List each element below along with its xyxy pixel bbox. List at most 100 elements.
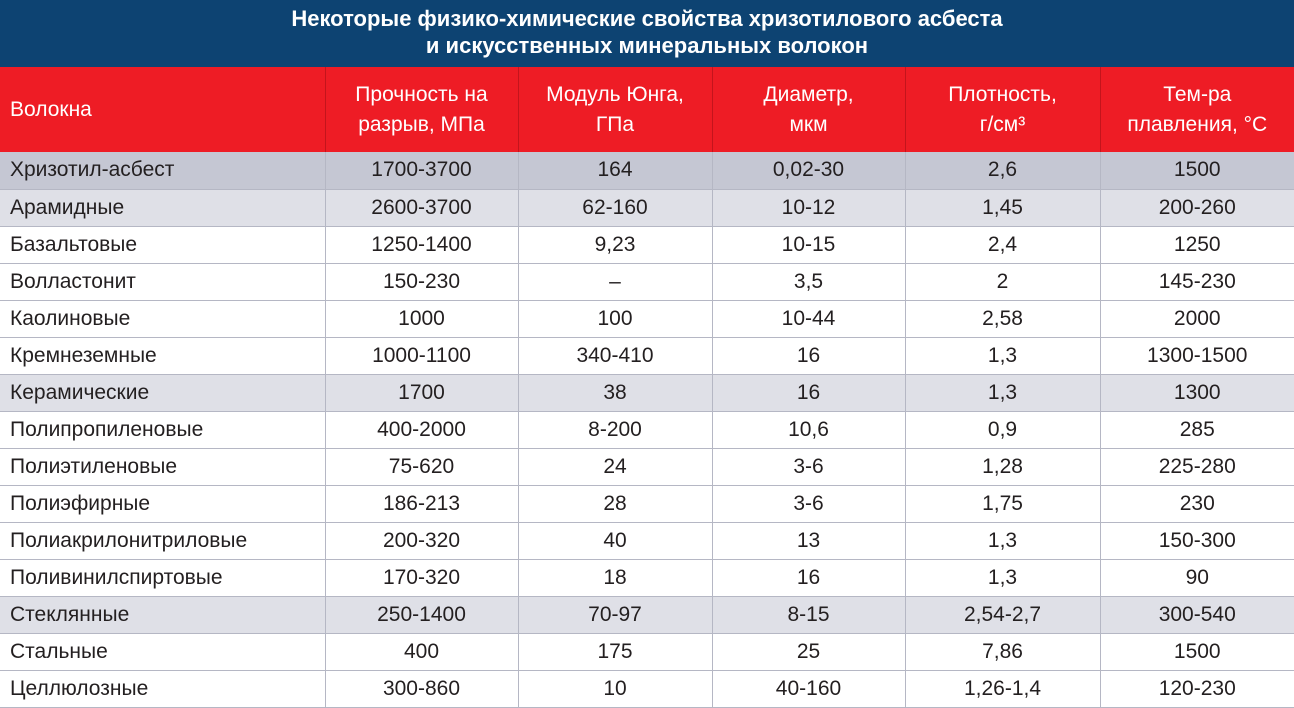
cell-strength: 250-1400 [324, 596, 518, 634]
cell-diameter: 3-6 [711, 448, 905, 486]
cell-fiber: Стальные [0, 633, 325, 671]
cell-strength: 1700 [324, 374, 518, 412]
cell-density: 1,3 [904, 337, 1100, 375]
cell-melting-temp: 1300 [1099, 374, 1294, 412]
cell-strength: 186-213 [324, 485, 518, 523]
cell-youngs-modulus: 38 [517, 374, 712, 412]
table-row: Арамидные 2600-3700 62-160 10-12 1,45 200-260 [0, 189, 1294, 227]
cell-melting-temp: 230 [1099, 485, 1294, 523]
cell-melting-temp: 1250 [1099, 226, 1294, 264]
cell-fiber: Арамидные [0, 189, 325, 227]
cell-diameter: 40-160 [711, 670, 905, 708]
cell-youngs-modulus: 100 [517, 300, 712, 338]
table-row: Кремнеземные 1000-1100 340-410 16 1,3 1300-15… [0, 337, 1294, 375]
cell-melting-temp: 285 [1099, 411, 1294, 449]
cell-diameter: 16 [711, 337, 905, 375]
cell-youngs-modulus: – [517, 263, 712, 301]
cell-youngs-modulus: 8-200 [517, 411, 712, 449]
cell-density: 1,28 [904, 448, 1100, 486]
table-row: Полиэтиленовые 75-620 24 3-6 1,28 225-280 [0, 448, 1294, 486]
cell-strength: 75-620 [324, 448, 518, 486]
table-row: Целлюлозные 300-860 10 40-160 1,26-1,4 120-23… [0, 670, 1294, 708]
cell-diameter: 10-12 [711, 189, 905, 227]
cell-diameter: 3,5 [711, 263, 905, 301]
header-youngs-modulus: Модуль Юнга, ГПа [517, 67, 712, 152]
cell-diameter: 25 [711, 633, 905, 671]
cell-density: 1,3 [904, 559, 1100, 597]
cell-density: 1,3 [904, 522, 1100, 560]
cell-melting-temp: 200-260 [1099, 189, 1294, 227]
cell-fiber: Полиэфирные [0, 485, 325, 523]
cell-youngs-modulus: 62-160 [517, 189, 712, 227]
cell-density: 1,75 [904, 485, 1100, 523]
cell-diameter: 10,6 [711, 411, 905, 449]
cell-density: 2,6 [904, 152, 1100, 190]
cell-fiber: Полипропиленовые [0, 411, 325, 449]
cell-melting-temp: 120-230 [1099, 670, 1294, 708]
title-line-2: и искусственных минеральных волокон [425, 33, 869, 58]
cell-density: 0,9 [904, 411, 1100, 449]
cell-density: 2 [904, 263, 1100, 301]
header-melting-temp: Тем-ра плавления, °С [1099, 67, 1294, 152]
cell-density: 7,86 [904, 633, 1100, 671]
cell-melting-temp: 225-280 [1099, 448, 1294, 486]
cell-fiber: Целлюлозные [0, 670, 325, 708]
table-row: Полиэфирные 186-213 28 3-6 1,75 230 [0, 485, 1294, 523]
cell-density: 1,3 [904, 374, 1100, 412]
cell-strength: 150-230 [324, 263, 518, 301]
cell-fiber: Стеклянные [0, 596, 325, 634]
cell-melting-temp: 1500 [1099, 633, 1294, 671]
cell-youngs-modulus: 340-410 [517, 337, 712, 375]
cell-density: 2,54-2,7 [904, 596, 1100, 634]
cell-density: 2,4 [904, 226, 1100, 264]
cell-melting-temp: 90 [1099, 559, 1294, 597]
header-density: Плотность, г/см³ [904, 67, 1100, 152]
cell-fiber: Полиакрилонитриловые [0, 522, 325, 560]
cell-fiber: Базальтовые [0, 226, 325, 264]
cell-strength: 1000-1100 [324, 337, 518, 375]
header-line-1: Тем-ра [1163, 82, 1232, 106]
cell-melting-temp: 150-300 [1099, 522, 1294, 560]
cell-youngs-modulus: 164 [517, 152, 712, 190]
cell-strength: 1700-3700 [324, 152, 518, 190]
cell-strength: 170-320 [324, 559, 518, 597]
cell-melting-temp: 1500 [1099, 152, 1294, 190]
cell-youngs-modulus: 40 [517, 522, 712, 560]
cell-diameter: 16 [711, 374, 905, 412]
table-row: Поливинилспиртовые 170-320 18 16 1,3 90 [0, 559, 1294, 597]
cell-youngs-modulus: 70-97 [517, 596, 712, 634]
header-line-2: плавления, °С [1127, 112, 1268, 136]
cell-fiber: Керамические [0, 374, 325, 412]
header-row: Волокна Прочность на разрыв, МПа Модуль Юнг… [0, 67, 1294, 152]
title-line-1: Некоторые физико-химические свойства хри… [291, 6, 1003, 31]
cell-melting-temp: 1300-1500 [1099, 337, 1294, 375]
header-line-1: Модуль Юнга, [546, 82, 684, 106]
cell-strength: 400-2000 [324, 411, 518, 449]
cell-youngs-modulus: 28 [517, 485, 712, 523]
cell-strength: 1250-1400 [324, 226, 518, 264]
table-row: Базальтовые 1250-1400 9,23 10-15 2,4 1250 [0, 226, 1294, 264]
cell-strength: 2600-3700 [324, 189, 518, 227]
header-line-1: Волокна [10, 97, 92, 121]
cell-diameter: 16 [711, 559, 905, 597]
cell-fiber: Кремнеземные [0, 337, 325, 375]
cell-youngs-modulus: 18 [517, 559, 712, 597]
cell-diameter: 8-15 [711, 596, 905, 634]
header-line-1: Диаметр, [763, 82, 854, 106]
table-row: Стальные 400 175 25 7,86 1500 [0, 633, 1294, 671]
cell-youngs-modulus: 9,23 [517, 226, 712, 264]
header-line-1: Плотность, [948, 82, 1057, 106]
cell-diameter: 13 [711, 522, 905, 560]
header-line-2: ГПа [595, 112, 635, 136]
cell-diameter: 3-6 [711, 485, 905, 523]
table-row: Волластонит 150-230–3,5 2 145-230 [0, 263, 1294, 301]
table-row: Полипропиленовые 400-2000 8-200 10,6 0,9 285 [0, 411, 1294, 449]
table-title: Некоторые физико-химические свойства хри… [0, 0, 1294, 67]
table-row: Керамические 1700 38 16 1,3 1300 [0, 374, 1294, 412]
cell-fiber: Полиэтиленовые [0, 448, 325, 486]
cell-density: 1,45 [904, 189, 1100, 227]
cell-melting-temp: 145-230 [1099, 263, 1294, 301]
cell-fiber: Каолиновые [0, 300, 325, 338]
header-fiber: Волокна [0, 67, 325, 152]
table-row: Полиакрилонитриловые 200-320 40 13 1,3 150-30… [0, 522, 1294, 560]
